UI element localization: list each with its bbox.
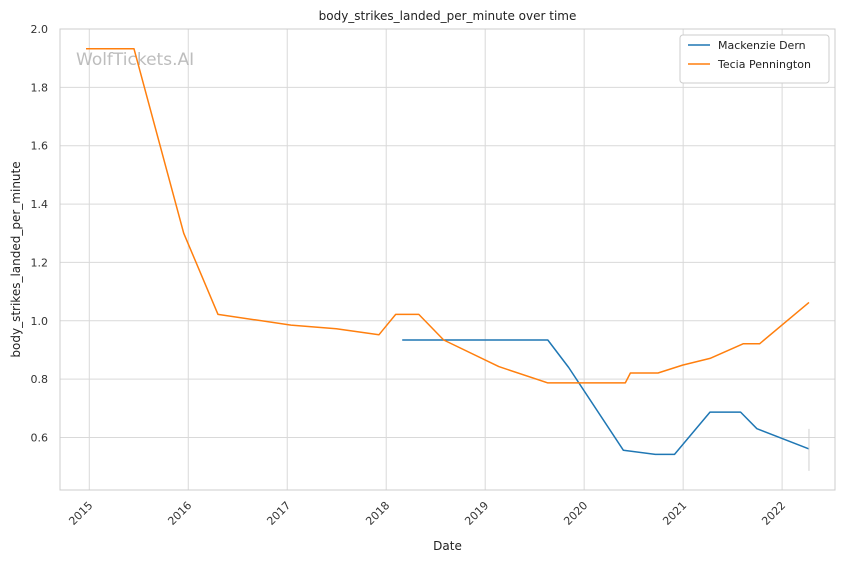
grid	[60, 28, 835, 490]
series-line-1	[86, 48, 810, 384]
y-tick-label: 0.6	[31, 431, 49, 444]
series-line-0	[402, 339, 810, 456]
y-tick-label: 1.0	[31, 315, 49, 328]
legend-label: Mackenzie Dern	[718, 39, 806, 52]
series-group	[86, 48, 810, 456]
watermark-text: WolfTickets.AI	[76, 50, 194, 70]
plot-frame	[59, 28, 836, 491]
chart-title: body_strikes_landed_per_minute over time	[319, 9, 577, 23]
y-tick-label: 0.8	[31, 373, 49, 386]
y-axis-ticks: 0.6 0.8 1.0 1.2 1.4 1.6 1.8 2.0	[31, 23, 49, 444]
legend-box	[679, 34, 830, 84]
y-axis-title: body_strikes_landed_per_minute	[9, 161, 23, 357]
y-tick-label: 1.2	[31, 256, 49, 269]
legend-label: Tecia Pennington	[717, 58, 811, 71]
y-tick-label: 2.0	[31, 23, 49, 36]
x-axis-title: Date	[433, 539, 462, 553]
y-tick-label: 1.8	[31, 81, 49, 94]
y-tick-label: 1.6	[31, 140, 49, 153]
y-tick-label: 1.4	[31, 198, 49, 211]
legend: Mackenzie Dern Tecia Pennington	[679, 34, 830, 84]
